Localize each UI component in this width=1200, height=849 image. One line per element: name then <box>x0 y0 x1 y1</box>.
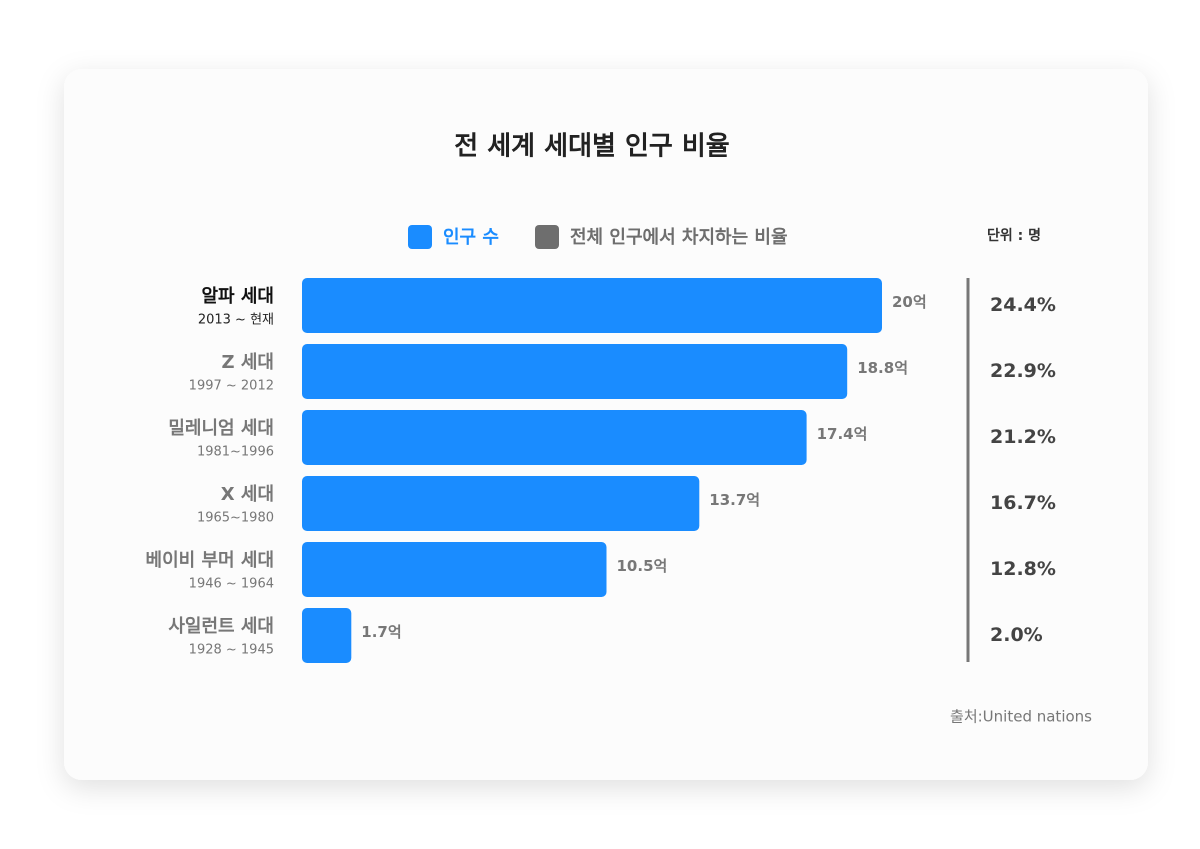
legend-label: 전체 인구에서 차지하는 비율 <box>570 227 788 248</box>
value-label: 18.8억 <box>857 359 908 377</box>
bar <box>302 410 807 465</box>
legend-swatch <box>408 225 432 249</box>
category-label: 베이비 부머 세대 <box>146 550 274 571</box>
share-label: 21.2% <box>990 426 1056 448</box>
share-label: 2.0% <box>990 624 1043 646</box>
legend-label: 인구 수 <box>443 227 499 248</box>
value-label: 20억 <box>892 293 927 311</box>
value-label: 13.7억 <box>709 491 760 509</box>
value-label: 1.7억 <box>361 623 401 641</box>
source: 출처:United nations <box>950 708 1092 726</box>
bar <box>302 476 700 531</box>
bar <box>302 344 848 399</box>
chart-title: 전 세계 세대별 인구 비율 <box>454 132 729 162</box>
category-label: X 세대 <box>221 484 274 505</box>
period-label: 1946 ~ 1964 <box>189 577 274 592</box>
unit-note: 단위 : 명 <box>987 227 1041 244</box>
period-label: 1965~1980 <box>197 511 274 526</box>
period-label: 2013 ~ 현재 <box>198 313 274 328</box>
legend-swatch <box>535 225 559 249</box>
period-label: 1997 ~ 2012 <box>189 379 274 394</box>
share-label: 24.4% <box>990 294 1056 316</box>
category-label: Z 세대 <box>222 352 274 373</box>
share-label: 22.9% <box>990 360 1056 382</box>
value-label: 17.4억 <box>817 425 868 443</box>
bar <box>302 278 882 333</box>
share-label: 12.8% <box>990 558 1056 580</box>
category-label: 사일런트 세대 <box>168 616 274 637</box>
category-label: 알파 세대 <box>201 286 274 307</box>
value-label: 10.5억 <box>617 557 668 575</box>
bar <box>302 608 352 663</box>
period-label: 1981~1996 <box>197 445 274 460</box>
period-label: 1928 ~ 1945 <box>189 643 274 658</box>
bar <box>302 542 607 597</box>
share-label: 16.7% <box>990 492 1056 514</box>
category-label: 밀레니엄 세대 <box>168 418 274 439</box>
